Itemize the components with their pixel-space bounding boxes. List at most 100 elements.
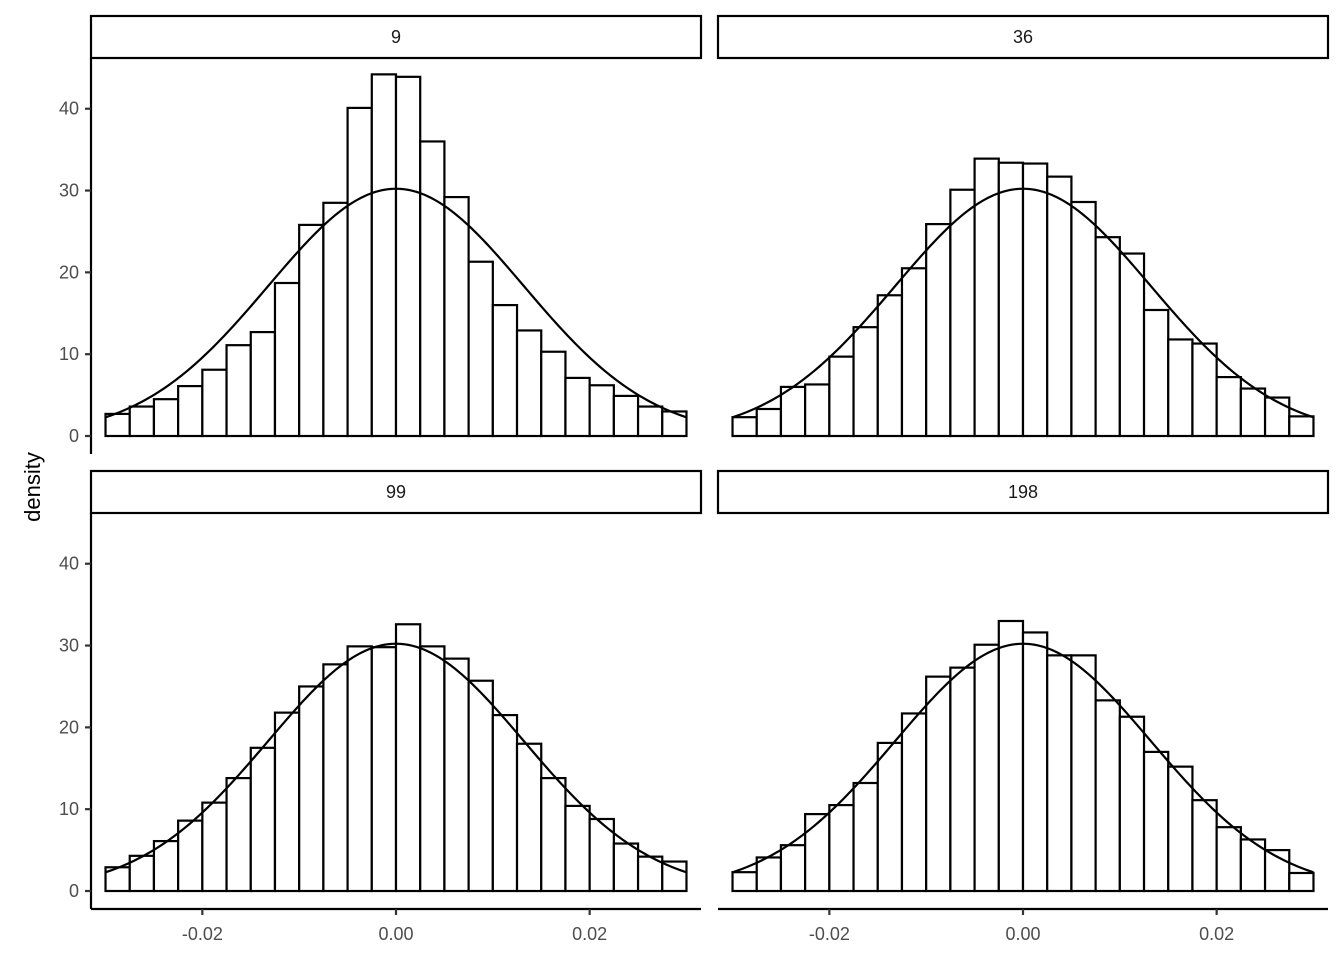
histogram-bar [394,623,422,893]
histogram-bar [949,666,976,893]
histogram-bar [1215,826,1242,893]
histogram-bar [467,679,494,893]
y-tick-label: 0 [69,881,79,901]
histogram-bar [588,384,615,438]
histogram-bar [419,140,446,438]
histogram-bar [1094,236,1121,438]
y-tick-label: 40 [59,99,79,119]
histogram-bar [564,804,591,893]
y-tick-label: 10 [59,344,79,364]
histogram-bar [997,619,1025,893]
panel-99: 99 0 10 20 30 40 -0.02 0.00 0.02 [59,469,703,944]
histogram-bar [225,344,252,438]
histogram-bar [925,222,952,438]
histogram-bar [370,73,398,438]
histogram-bar [322,201,349,438]
histogram-bar [779,844,807,893]
histogram-bar [1191,799,1218,893]
histogram-bar [1288,415,1315,438]
histogram-bar [1046,175,1073,438]
histogram-bar [1167,765,1194,893]
histogram-bar [1142,750,1170,893]
histogram-bar [152,398,180,438]
histogram-bar [731,871,758,893]
strip-box [716,14,1330,60]
histogram-bar [1118,252,1146,438]
histogram-bar [876,294,904,438]
histogram-bar [636,405,664,438]
histogram-bar [177,384,204,438]
histogram-bar [949,188,976,438]
histogram-bar [755,856,783,893]
y-tick-label: 20 [59,262,79,282]
x-tick-label: 0.02 [572,924,607,944]
histogram-bar [346,106,373,438]
normal-density-curve [105,187,687,419]
x-tick-label: -0.02 [809,924,850,944]
y-tick-label: 30 [59,636,79,656]
histogram-bar [1021,631,1049,893]
histogram-bar [540,776,567,893]
histogram-bar [1070,200,1097,438]
histogram-bar [731,416,758,438]
histogram-bar [1142,308,1170,438]
histogram-bar [1191,342,1218,438]
histogram-bar [467,260,494,438]
histogram-bar [128,405,156,438]
y-axis-title: density [20,452,45,522]
histogram-bar [1167,338,1194,438]
histogram-bar [443,657,470,893]
histogram-bar [201,801,228,893]
histogram-bar [443,195,470,438]
histogram-bar [828,803,855,893]
histogram-bar [804,383,831,438]
histogram-bar [1070,654,1097,893]
panel-9: 9 0 10 20 30 40 [59,14,703,454]
histogram-bar [900,267,928,438]
strip-box [89,469,703,515]
strip-box [89,14,703,60]
x-tick-label: 0.02 [1199,924,1234,944]
histogram-bar [997,161,1025,438]
histogram-bar [515,742,543,893]
histogram-bar [828,355,855,438]
y-tick-label: 30 [59,181,79,201]
histogram-bar [779,385,807,438]
histogram-bar [973,157,1000,438]
histogram-bar [249,746,277,893]
histogram-bar [1263,396,1291,438]
strip-label: 99 [386,482,406,502]
y-tick-label: 0 [69,426,79,446]
panel-198: 198 -0.02 0.00 0.02 [716,469,1330,944]
histogram-bar [1046,654,1073,893]
histogram-bar [225,776,252,893]
histogram-bar [1215,375,1242,438]
histogram-bar [201,368,228,438]
histogram-bar [755,407,783,438]
histogram-bar [273,711,301,893]
histogram-bar [612,842,640,893]
x-tick-label: -0.02 [182,924,223,944]
x-tick-label: 0.00 [378,924,413,944]
histogram-bar [419,645,446,893]
histogram-bar [876,741,904,893]
panels-layer: 9 0 10 20 30 40 36 99 0 10 20 30 40 -0.02 0.00 0.02 198 -… [59,14,1330,944]
histogram-bar [612,394,640,438]
histogram-bar [804,812,831,893]
x-tick-label: 0.00 [1005,924,1040,944]
panel-36: 36 [716,14,1330,438]
histogram-bar [973,643,1000,893]
histogram-bar [900,712,928,893]
normal-density-curve [105,642,687,874]
histogram-bar [515,329,543,438]
histogram-bar [540,350,567,438]
y-tick-label: 20 [59,717,79,737]
histogram-bar [852,781,879,893]
strip-label: 198 [1008,482,1038,502]
histogram-bar [491,303,519,438]
histogram-bar [370,646,398,893]
histogram-bar [852,326,879,438]
strip-box [716,469,1330,515]
histogram-bar [1239,387,1267,438]
